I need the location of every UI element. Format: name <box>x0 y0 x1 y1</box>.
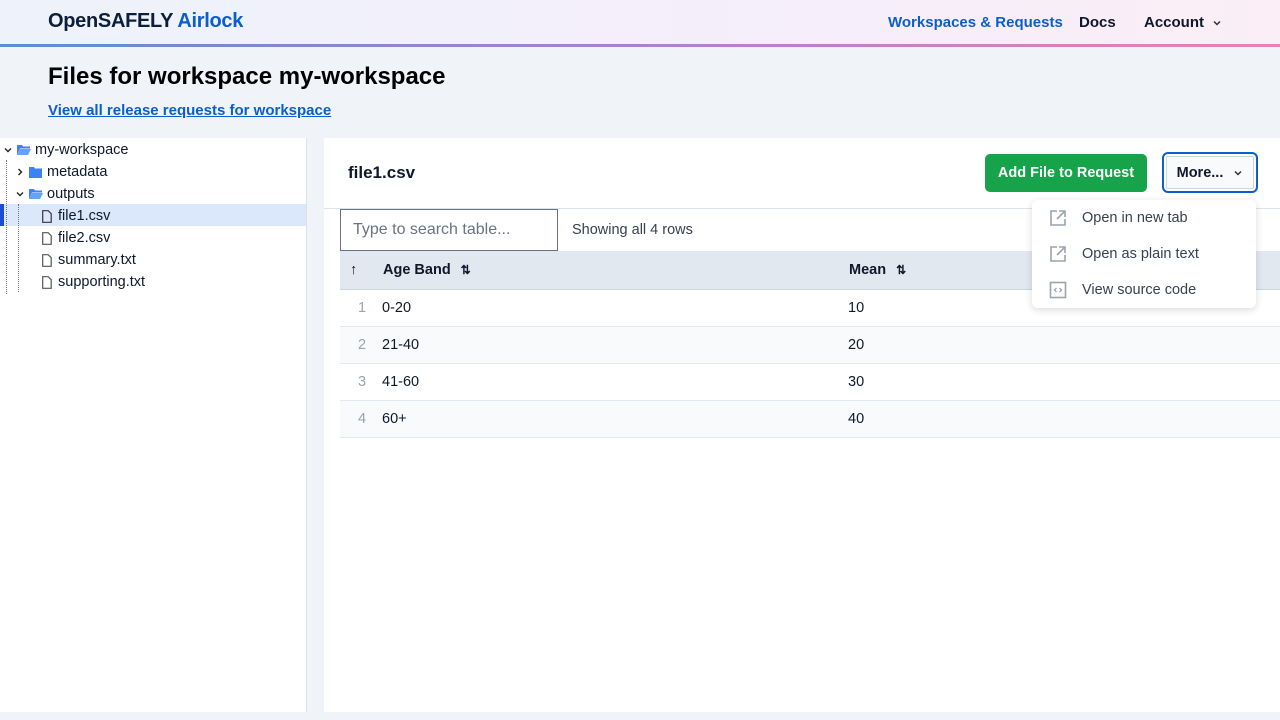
divider <box>324 208 1280 209</box>
cell-mean: 40 <box>848 411 865 427</box>
code-icon <box>1049 281 1067 299</box>
menu-view-source[interactable]: View source code <box>1032 272 1256 308</box>
menu-label: Open in new tab <box>1082 210 1188 226</box>
tree-label: file1.csv <box>58 208 111 224</box>
row-number: 1 <box>358 300 367 316</box>
file-panel: file1.csv Add File to Request More... Sh… <box>324 138 1280 712</box>
table-row: 2 21-40 20 <box>340 327 1280 364</box>
tree-item-outputs[interactable]: outputs <box>15 183 95 205</box>
tree-guide <box>6 160 7 294</box>
chevron-down-icon <box>1234 170 1242 176</box>
column-header-age-band[interactable]: Age Band ⇅ <box>383 251 471 289</box>
chevron-right-icon <box>18 168 23 176</box>
sort-icon: ⇅ <box>896 263 907 277</box>
cell-age-band: 0-20 <box>382 300 412 316</box>
release-requests-link[interactable]: View all release requests for workspace <box>48 102 332 119</box>
row-count: Showing all 4 rows <box>572 222 693 238</box>
menu-open-plain-text[interactable]: Open as plain text <box>1032 236 1256 272</box>
tree-label: outputs <box>47 186 95 202</box>
tree-item-file1-csv[interactable]: file1.csv <box>42 205 110 227</box>
tree-label: supporting.txt <box>58 274 146 290</box>
file-icon <box>42 231 52 245</box>
tree-item-my-workspace[interactable]: my-workspace <box>3 139 128 161</box>
cell-mean: 30 <box>848 374 865 390</box>
chevron-down-icon <box>1213 20 1221 26</box>
folder-open-icon <box>17 145 31 155</box>
tree-item-supporting-txt[interactable]: supporting.txt <box>42 271 145 293</box>
logo-text: OpenSAFELY <box>48 10 173 32</box>
table-row: 1 0-20 10 <box>340 290 1280 327</box>
row-number: 4 <box>358 411 367 427</box>
nav-workspaces-requests[interactable]: Workspaces & Requests <box>888 14 1063 31</box>
column-label: Mean <box>849 262 887 278</box>
file-icon <box>42 209 52 223</box>
external-link-icon <box>1050 210 1066 226</box>
table-row: 4 60+ 40 <box>340 401 1280 438</box>
file-tree: my-workspace metadata outputs file1.csv … <box>0 138 307 712</box>
logo-accent: Airlock <box>177 10 244 32</box>
column-label: Age Band <box>383 262 451 278</box>
tree-item-summary-txt[interactable]: summary.txt <box>42 249 136 271</box>
menu-open-new-tab[interactable]: Open in new tab <box>1032 200 1256 236</box>
column-header-mean[interactable]: Mean ⇅ <box>849 251 906 289</box>
tree-label: my-workspace <box>35 142 129 158</box>
tree-label: file2.csv <box>58 230 111 246</box>
more-button[interactable]: More... <box>1162 152 1258 193</box>
cell-age-band: 21-40 <box>382 337 420 353</box>
tree-label: summary.txt <box>58 252 136 268</box>
menu-label: Open as plain text <box>1082 246 1199 262</box>
chevron-down-icon <box>16 192 24 197</box>
table-row: 3 41-60 30 <box>340 364 1280 401</box>
logo[interactable]: OpenSAFELY Airlock <box>48 10 243 33</box>
cell-age-band: 60+ <box>382 411 407 427</box>
cell-mean: 20 <box>848 337 865 353</box>
folder-open-icon <box>29 189 43 199</box>
page-title: Files for workspace my-workspace <box>48 63 446 90</box>
sort-icon: ⇅ <box>460 263 471 277</box>
file-icon <box>42 253 52 267</box>
more-dropdown-menu: Open in new tab Open as plain text View … <box>1032 200 1256 308</box>
file-icon <box>42 275 52 289</box>
menu-label: View source code <box>1082 282 1197 298</box>
sort-arrow-up-icon[interactable]: ↑ <box>350 262 358 278</box>
row-number: 2 <box>358 337 367 353</box>
selected-row-highlight <box>0 204 306 226</box>
tree-item-metadata[interactable]: metadata <box>15 161 107 183</box>
selected-indicator <box>0 204 4 226</box>
cell-age-band: 41-60 <box>382 374 420 390</box>
tree-guide <box>18 204 19 292</box>
nav-account[interactable]: Account <box>1144 14 1222 31</box>
add-file-to-request-button[interactable]: Add File to Request <box>985 154 1147 192</box>
folder-icon <box>29 166 42 178</box>
cell-mean: 10 <box>848 300 865 316</box>
row-number: 3 <box>358 374 367 390</box>
top-nav: OpenSAFELY Airlock Workspaces & Requests… <box>0 0 1280 47</box>
chevron-down-icon <box>4 148 12 153</box>
tree-item-file2-csv[interactable]: file2.csv <box>42 227 110 249</box>
more-label: More... <box>1176 164 1224 181</box>
file-name: file1.csv <box>348 163 416 182</box>
tree-label: metadata <box>47 164 108 180</box>
table-search-input[interactable] <box>340 209 558 251</box>
external-link-icon <box>1050 246 1066 262</box>
account-label: Account <box>1144 14 1204 31</box>
nav-docs[interactable]: Docs <box>1079 14 1116 31</box>
